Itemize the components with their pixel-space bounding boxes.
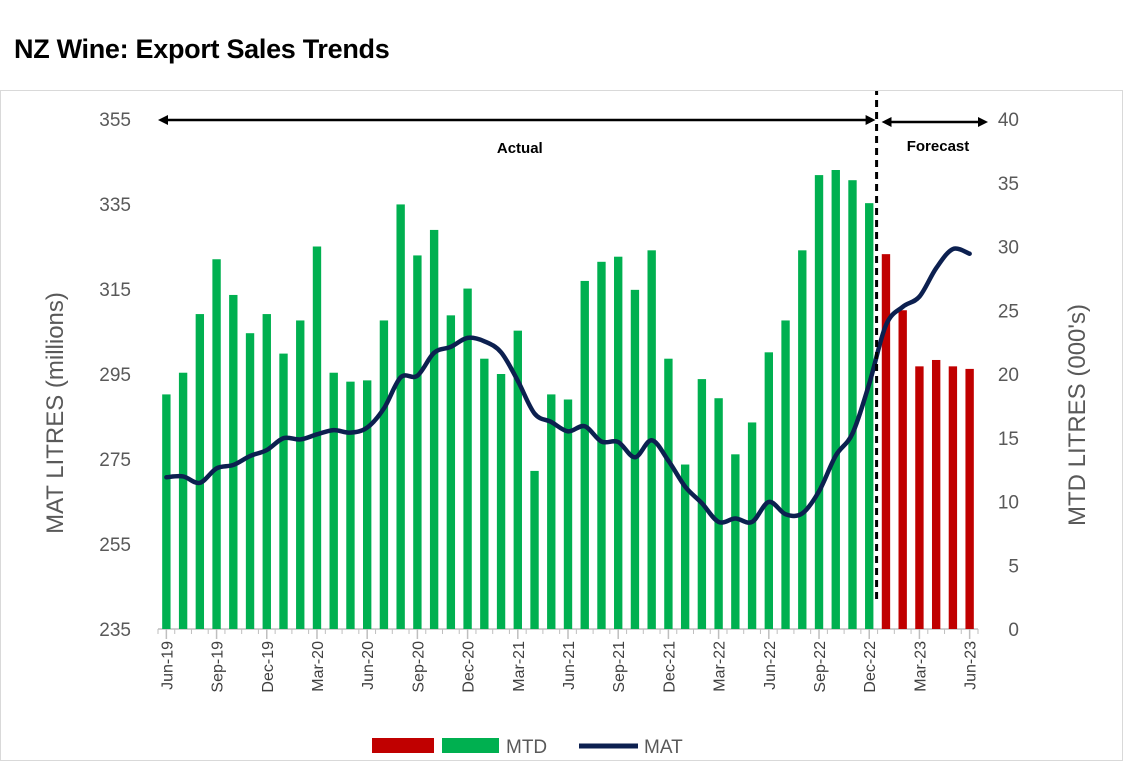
x-tick-label: Jun-20 — [360, 641, 377, 690]
mtd-bar — [296, 320, 305, 629]
x-tick-label: Mar-22 — [712, 641, 729, 692]
mat-series-line — [164, 246, 972, 525]
y-right-tick-label: 5 — [1008, 556, 1019, 577]
mtd-bar — [563, 399, 573, 629]
page-title: NZ Wine: Export Sales Trends — [14, 34, 390, 64]
legend-swatch-forecast — [372, 738, 434, 753]
legend-label-mat: MAT — [644, 737, 683, 758]
y-right-axis-title: MTD LITRES (000's) — [1064, 304, 1091, 526]
y-left-tick-label: 275 — [99, 450, 131, 471]
mtd-bar — [229, 294, 238, 629]
y-left-tick-label: 235 — [99, 620, 131, 641]
chart-frame: Jun-19 Sep-19 Dec-19 Mar-20 Jun-20 Sep-20 Dec-… — [0, 90, 1123, 761]
x-tick-label: Sep-20 — [410, 641, 427, 693]
mtd-bar — [831, 170, 840, 629]
x-tick-label: Mar-20 — [310, 641, 327, 692]
mtd-bar — [480, 358, 489, 629]
mtd-bars-layer — [162, 170, 974, 630]
mtd-bar — [714, 398, 723, 629]
mtd-bar — [781, 320, 790, 629]
mtd-bar — [848, 180, 857, 629]
y-left-tick-label: 315 — [99, 280, 131, 301]
x-tick-label: Mar-23 — [912, 641, 929, 692]
forecast-annotation: Forecast — [907, 138, 970, 155]
y-right-tick-label: 25 — [998, 301, 1019, 322]
mtd-bar — [245, 333, 255, 629]
mtd-bar — [513, 330, 522, 629]
x-tick-label: Sep-21 — [611, 641, 628, 693]
legend-swatch-mtd — [442, 738, 499, 753]
x-tick-label: Jun-22 — [762, 641, 779, 690]
x-tick-label: Dec-20 — [461, 641, 478, 693]
mtd-bar — [547, 394, 556, 629]
mtd-bar — [747, 422, 757, 629]
mtd-bar — [798, 250, 807, 629]
y-right-tick-label: 35 — [998, 174, 1019, 195]
mat-line-layer — [164, 246, 972, 525]
y-left-axis-title: MAT LITRES (millions) — [42, 292, 69, 534]
mtd-bar — [680, 464, 690, 629]
y-right-tick-label: 30 — [998, 238, 1019, 259]
mtd-bar — [429, 229, 439, 630]
mtd-bar — [363, 380, 372, 629]
y-left-tick-label: 295 — [99, 365, 131, 386]
mtd-bar — [379, 320, 389, 629]
mtd-bar — [731, 454, 740, 629]
mtd-bar-forecast — [898, 310, 907, 629]
y-right-tick-label: 20 — [998, 365, 1019, 386]
x-tick-label: Mar-21 — [511, 641, 528, 692]
y-left-tick-label: 335 — [99, 195, 131, 216]
x-tick-label: Jun-21 — [561, 641, 578, 690]
mtd-bar — [463, 288, 472, 629]
actual-annotation: Actual — [497, 140, 543, 157]
mtd-bar — [580, 280, 589, 629]
mtd-bar — [346, 381, 355, 629]
mtd-bar — [262, 314, 271, 629]
y-left-tick-label: 355 — [99, 110, 131, 131]
mtd-bar — [413, 255, 422, 630]
mtd-bar — [664, 358, 673, 629]
x-tick-label: Jun-23 — [963, 641, 980, 690]
x-tick-label: Dec-22 — [862, 641, 879, 693]
legend: MTD MAT — [372, 737, 683, 758]
mtd-bar — [162, 394, 171, 629]
axes-layer: Jun-19 Sep-19 Dec-19 Mar-20 Jun-20 Sep-20 Dec-… — [42, 110, 1091, 693]
y-right-tick-label: 10 — [998, 493, 1019, 514]
mtd-bar — [496, 374, 506, 629]
y-left-tick-label: 255 — [99, 535, 131, 556]
mtd-bar-forecast — [915, 366, 924, 629]
x-tick-label: Dec-19 — [260, 641, 277, 693]
mtd-bar — [865, 203, 874, 629]
mtd-bar — [312, 246, 322, 629]
x-tick-label: Dec-21 — [661, 641, 678, 693]
x-tick-label: Sep-19 — [210, 641, 227, 693]
chart: Jun-19 Sep-19 Dec-19 Mar-20 Jun-20 Sep-20 Dec-… — [42, 91, 1091, 758]
mtd-bar — [597, 261, 606, 629]
mtd-bar-forecast — [931, 359, 941, 629]
y-right-tick-label: 15 — [998, 429, 1019, 450]
mtd-bar-forecast — [948, 366, 958, 629]
mtd-bar — [178, 372, 188, 629]
mtd-bar — [814, 175, 824, 629]
y-right-tick-label: 0 — [1008, 620, 1019, 641]
mtd-bar-forecast — [881, 254, 891, 629]
mtd-bar — [329, 372, 338, 629]
mtd-bar — [195, 314, 205, 629]
mtd-bar — [279, 353, 288, 629]
mtd-bar — [530, 470, 539, 629]
mtd-bar — [446, 315, 456, 629]
mtd-bar — [764, 352, 773, 629]
x-tick-label: Sep-22 — [812, 641, 829, 693]
legend-label-mtd: MTD — [506, 737, 547, 758]
mtd-bar — [212, 259, 221, 629]
y-right-tick-label: 40 — [998, 110, 1019, 131]
mtd-bar — [396, 204, 405, 630]
mtd-bar-forecast — [965, 368, 974, 629]
x-tick-label: Jun-19 — [159, 641, 176, 690]
annotation-layer: Actual Forecast — [158, 91, 988, 599]
